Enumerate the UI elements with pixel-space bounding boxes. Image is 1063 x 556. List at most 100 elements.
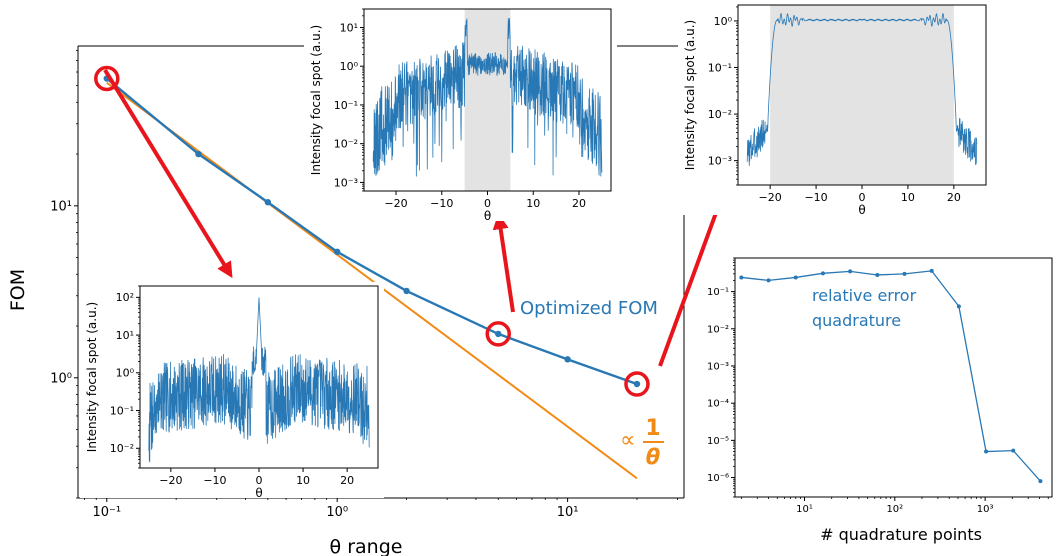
error-point xyxy=(902,271,907,276)
error-point xyxy=(766,278,771,283)
x-tick-label: 0 xyxy=(859,191,866,204)
x-tick-label: 10¹ xyxy=(557,505,579,520)
error-chart: 10¹ 10² 10³ 10⁻⁶ 10⁻⁵ 10⁻⁴ 10⁻³ 10⁻² 10⁻¹ # quadr… xyxy=(707,257,1053,544)
annotation-line-2: quadrature xyxy=(812,311,901,330)
y-tick-label: 10⁻³ xyxy=(707,361,729,372)
inset-mid: −20 −10 0 10 20 10⁻³ 10⁻² 10⁻¹ 10⁰ 10¹ θ Intensity … xyxy=(304,5,617,223)
y-tick-label: 10⁰ xyxy=(340,60,359,73)
highlight-circle xyxy=(94,65,120,92)
proportional-symbol: ∝ xyxy=(620,428,636,453)
x-tick-label: 20 xyxy=(340,474,354,487)
y-tick-label: 10¹ xyxy=(50,199,72,214)
series-label-optimized-fom: Optimized FOM xyxy=(520,298,658,319)
x-axis-label: θ range xyxy=(330,536,403,556)
x-tick-label: 10⁰ xyxy=(326,505,348,520)
x-tick-label: 10 xyxy=(296,474,310,487)
data-point xyxy=(195,150,202,158)
y-tick-label: 10⁻² xyxy=(110,442,134,455)
data-point xyxy=(495,330,502,338)
y-tick-label: 10² xyxy=(116,291,134,304)
y-tick-label: 10⁻⁴ xyxy=(707,399,729,410)
y-tick-label: 10⁻⁵ xyxy=(707,436,729,447)
intensity-trace xyxy=(148,297,370,463)
x-tick-label: 20 xyxy=(572,197,586,210)
error-point xyxy=(739,275,744,280)
data-point xyxy=(403,287,410,295)
y-tick-label: 10⁰ xyxy=(50,371,72,386)
x-tick-label: 10¹ xyxy=(796,504,813,515)
inset-y-label: Intensity focal spot (a.u.) xyxy=(683,20,697,170)
error-line xyxy=(741,270,1041,482)
plot-background xyxy=(735,258,1052,497)
inset-y-label: Intensity focal spot (a.u.) xyxy=(309,25,323,175)
error-point xyxy=(929,268,934,273)
y-tick-label: 10¹ xyxy=(116,329,134,342)
y-tick-label: 10⁰ xyxy=(116,367,135,380)
inset-low: −20 −10 0 10 20 10⁻² 10⁻¹ 10⁰ 10¹ 10² θ Intensity f… xyxy=(80,282,384,500)
proportional-numerator: 1 xyxy=(645,416,660,441)
y-tick-label: 10⁻¹ xyxy=(110,404,134,417)
y-tick-label: 10⁰ xyxy=(714,15,733,28)
highlight-arrow xyxy=(103,68,233,279)
data-point xyxy=(633,380,641,388)
x-tick-label: −20 xyxy=(159,474,182,487)
annotation-line-1: relative error xyxy=(812,286,917,305)
intensity-trace xyxy=(746,12,978,166)
x-tick-label: −20 xyxy=(384,197,407,210)
error-point xyxy=(793,275,798,280)
x-tick-label: 0 xyxy=(256,474,263,487)
y-axis-label: FOM xyxy=(7,269,29,311)
plot-frame xyxy=(139,285,379,469)
intensity-trace xyxy=(372,18,603,177)
y-tick-label: 10⁻⁶ xyxy=(707,473,729,484)
error-point xyxy=(984,449,989,454)
plot-frame xyxy=(734,257,1053,498)
data-point xyxy=(333,248,341,256)
x-tick-label: −10 xyxy=(203,474,226,487)
inset-high: −20 −10 0 10 20 10⁻³ 10⁻² 10⁻¹ 10⁰ θ Intensity foc… xyxy=(678,1,992,217)
proportional-denominator: θ xyxy=(646,445,660,469)
x-tick-label: 10³ xyxy=(977,504,994,515)
x-tick-label: 0 xyxy=(484,197,491,210)
plot-frame xyxy=(737,4,987,186)
error-point xyxy=(956,304,961,309)
inset-x-label: θ xyxy=(858,203,865,217)
x-tick-label: −10 xyxy=(430,197,453,210)
x-tick-label: 20 xyxy=(947,191,961,204)
x-tick-label: −20 xyxy=(759,191,782,204)
error-point xyxy=(875,272,880,277)
highlight-circle xyxy=(485,321,511,347)
y-tick-label: 10¹ xyxy=(340,21,358,34)
x-tick-label: 10² xyxy=(886,504,903,515)
highlight-circles xyxy=(94,65,650,397)
error-point xyxy=(820,271,825,276)
inset-y-label: Intensity focal spot (a.u.) xyxy=(85,302,99,452)
series-line-proportional xyxy=(106,81,638,480)
main-chart: 10⁻¹ 10⁰ 10¹ 10⁰ 10¹ θ range FOM Optimized FOM ∝… xyxy=(7,45,685,556)
x-tick-label: 10⁻¹ xyxy=(92,505,121,520)
series-line-optimized-fom xyxy=(106,77,638,386)
shaded-region xyxy=(770,5,954,185)
error-point xyxy=(848,269,853,274)
y-tick-label: 10⁻¹ xyxy=(708,61,732,74)
y-tick-label: 10⁻² xyxy=(707,324,729,335)
data-point xyxy=(564,356,571,363)
y-tick-label: 10⁻² xyxy=(334,138,358,151)
x-tick-label: 10 xyxy=(901,191,915,204)
highlight-circle xyxy=(624,371,650,397)
inset-x-label: θ xyxy=(484,209,491,223)
y-tick-label: 10⁻³ xyxy=(708,155,732,168)
x-tick-label: −10 xyxy=(804,191,827,204)
y-tick-label: 10⁻¹ xyxy=(334,99,358,112)
y-tick-label: 10⁻³ xyxy=(334,176,358,189)
error-x-label: # quadrature points xyxy=(820,525,982,544)
y-tick-label: 10⁻² xyxy=(708,108,732,121)
x-tick-label: 10 xyxy=(526,197,540,210)
plot-frame xyxy=(363,8,612,192)
error-point xyxy=(1038,479,1043,484)
shaded-region xyxy=(464,9,511,191)
highlight-arrow xyxy=(492,213,515,313)
data-point xyxy=(264,198,272,206)
y-tick-label: 10⁻¹ xyxy=(707,287,729,298)
